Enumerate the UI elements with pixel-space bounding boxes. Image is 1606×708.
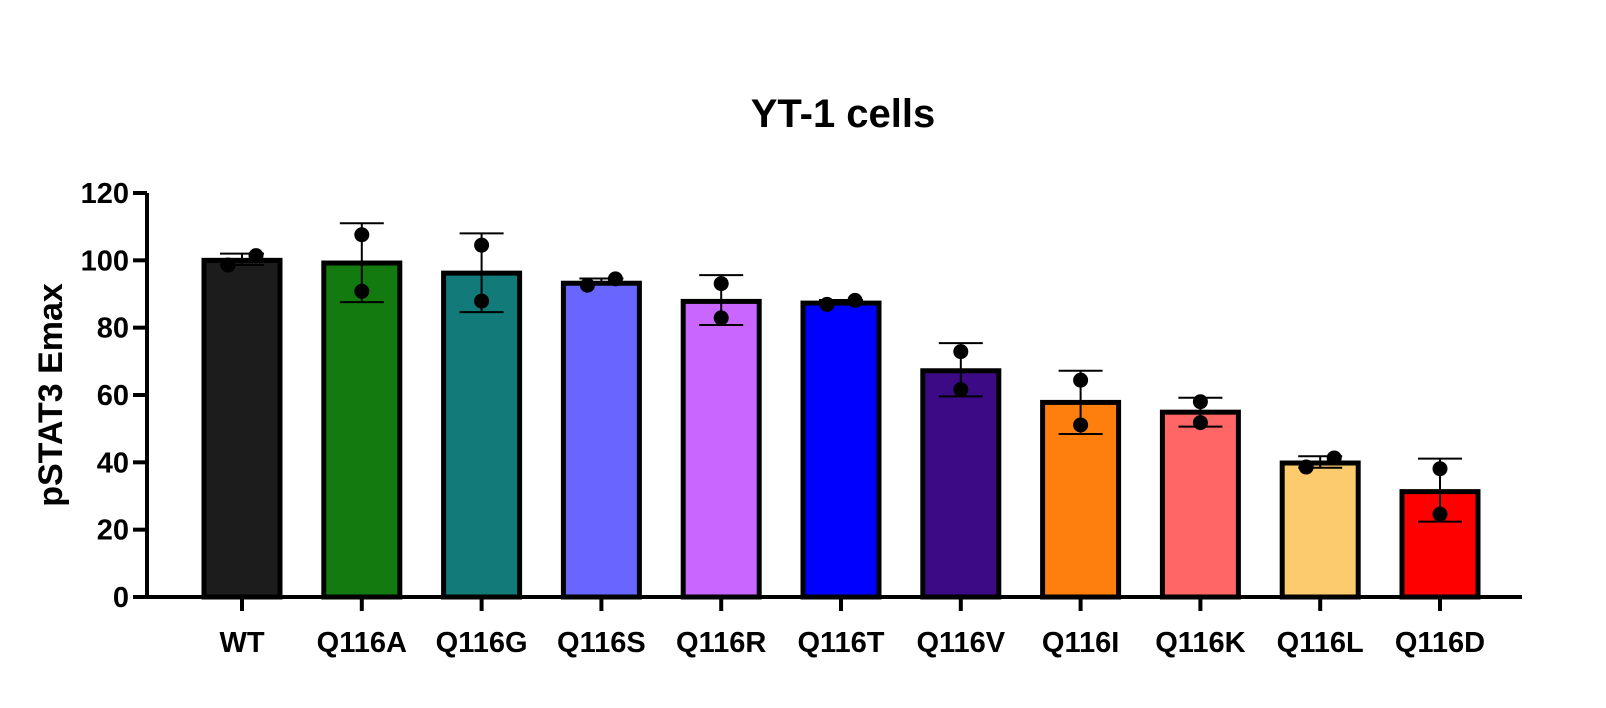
bar-q116l — [1279, 460, 1361, 600]
data-point-q116v-1 — [953, 382, 969, 398]
y-axis-label: pSTAT3 Emax — [32, 283, 70, 507]
data-point-q116v-2 — [953, 344, 969, 360]
data-point-wt-2 — [248, 248, 264, 264]
bar-q116g — [441, 270, 523, 600]
data-point-q116k-2 — [1192, 394, 1208, 410]
x-tick-label-q116d: Q116D — [1395, 627, 1485, 659]
y-tick-label-100: 100 — [81, 245, 129, 277]
x-tick-label-q116v: Q116V — [916, 627, 1005, 659]
x-tick-label-q116g: Q116G — [436, 627, 528, 659]
data-point-q116l-2 — [1326, 450, 1342, 466]
y-tick-label-80: 80 — [97, 313, 129, 345]
data-point-q116k-1 — [1192, 415, 1208, 431]
x-tick-label-q116i: Q116I — [1042, 627, 1119, 659]
x-tick-label-q116l: Q116L — [1277, 627, 1364, 659]
data-point-q116i-2 — [1073, 372, 1089, 388]
data-point-q116t-2 — [847, 292, 863, 308]
y-tick-label-40: 40 — [97, 447, 129, 479]
data-point-q116r-1 — [713, 310, 729, 326]
data-point-q116g-1 — [474, 293, 490, 309]
bar-q116v — [920, 368, 1002, 600]
x-tick-label-q116t: Q116T — [797, 627, 884, 659]
data-point-q116l-1 — [1298, 459, 1314, 475]
data-point-q116s-2 — [607, 271, 623, 287]
x-tick-label-wt: WT — [219, 627, 264, 659]
data-point-q116r-2 — [713, 276, 729, 292]
bar-wt — [201, 257, 283, 600]
data-point-q116a-1 — [354, 283, 370, 299]
x-tick-label-q116r: Q116R — [676, 627, 766, 659]
y-tick-label-120: 120 — [81, 178, 129, 210]
bar-q116a — [321, 260, 403, 600]
y-tick-label-60: 60 — [97, 380, 129, 412]
data-point-q116g-2 — [474, 237, 490, 253]
data-point-q116d-1 — [1432, 506, 1448, 522]
bar-q116s — [560, 280, 642, 600]
x-tick-label-q116k: Q116K — [1155, 627, 1245, 659]
data-point-q116i-1 — [1073, 417, 1089, 433]
bar-q116r — [680, 298, 762, 600]
x-tick-label-q116a: Q116A — [317, 627, 407, 659]
data-point-q116a-2 — [354, 227, 370, 243]
y-tick-label-20: 20 — [97, 515, 129, 547]
bar-q116k — [1159, 409, 1241, 600]
x-tick-label-q116s: Q116S — [557, 627, 646, 659]
bar-q116t — [800, 300, 882, 600]
y-tick-label-0: 0 — [113, 582, 129, 614]
data-point-q116t-1 — [819, 296, 835, 312]
data-point-q116d-2 — [1432, 461, 1448, 477]
data-point-q116s-1 — [579, 277, 595, 293]
plot-area: 0 20 40 60 80 100 120 WT Q116A Q116G Q116S Q116R Q11… — [81, 178, 1522, 659]
chart-title: YT-1 cells — [751, 92, 936, 136]
data-point-wt-1 — [220, 257, 236, 273]
